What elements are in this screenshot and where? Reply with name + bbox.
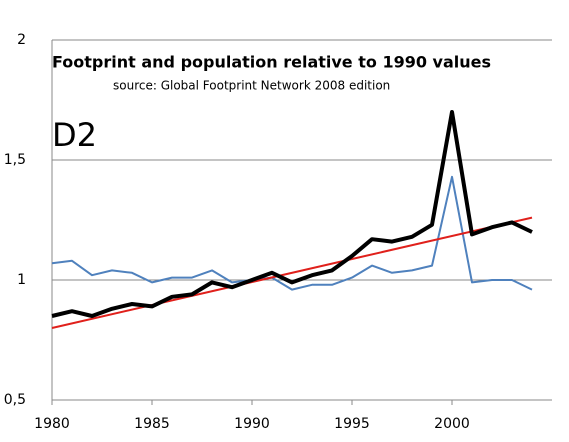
series-line [51, 216, 533, 329]
series-line [51, 175, 533, 291]
x-tick-label: 1985 [134, 416, 170, 432]
x-tick-label: 1980 [34, 416, 70, 432]
chart-title: Footprint and population relative to 199… [52, 53, 491, 72]
annotation: D2 [52, 116, 97, 154]
x-tick-label: 1995 [334, 416, 370, 432]
y-tick-label: 1,5 [4, 152, 26, 168]
y-tick-label: 0,5 [4, 392, 26, 408]
y-tick-label: 1 [17, 272, 26, 288]
chart-subtitle: source: Global Footprint Network 2008 ed… [113, 79, 390, 93]
x-tick-label: 2000 [434, 416, 470, 432]
y-tick-label: 2 [17, 32, 26, 48]
series-line [51, 110, 533, 318]
x-tick-label: 1990 [234, 416, 270, 432]
